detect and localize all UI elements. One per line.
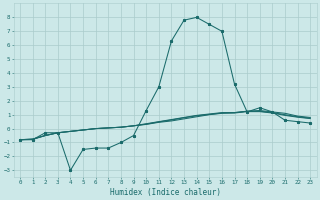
X-axis label: Humidex (Indice chaleur): Humidex (Indice chaleur)	[109, 188, 220, 197]
